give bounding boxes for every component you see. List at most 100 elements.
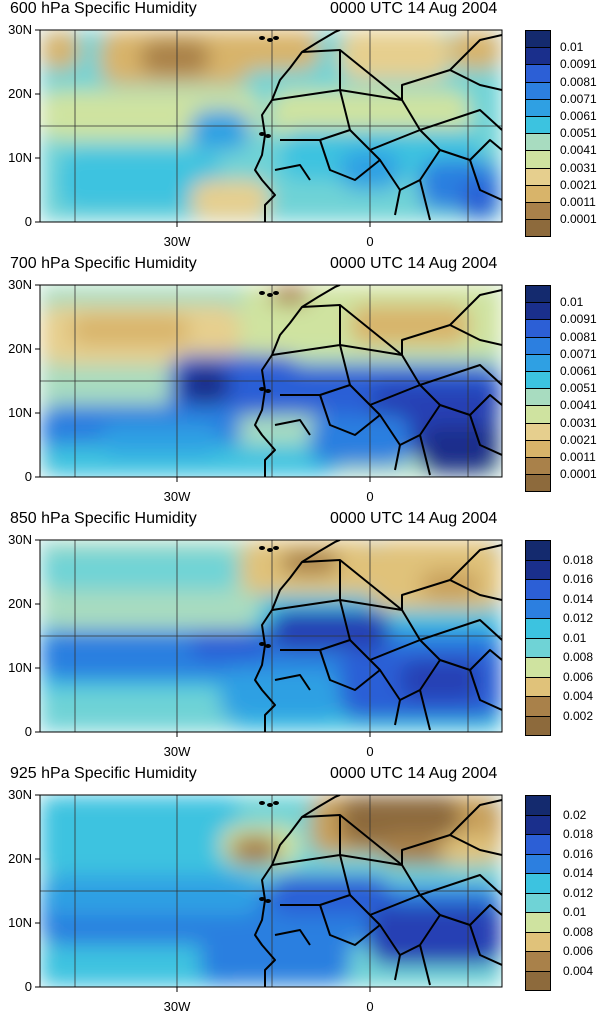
border-line xyxy=(419,874,502,896)
colorbar-swatch xyxy=(525,353,551,372)
humidity-map xyxy=(35,539,503,737)
humidity-field xyxy=(40,285,502,477)
colorbar-swatch xyxy=(525,371,551,390)
colorbar-swatch xyxy=(525,474,551,493)
colorbar-label: 0.0011 xyxy=(560,195,596,209)
humidity-region xyxy=(40,690,240,732)
colorbar-label: 0.018 xyxy=(563,827,594,841)
humidity-region xyxy=(70,315,190,345)
x-axis-label: 0 xyxy=(366,489,374,504)
colorbar-label: 0.0071 xyxy=(560,346,597,361)
x-axis-label: 30W xyxy=(163,489,191,504)
border-line xyxy=(254,795,341,987)
border-line xyxy=(274,164,311,181)
colorbar-label: 0.0041 xyxy=(560,143,597,158)
y-axis-label: 10N xyxy=(8,915,32,930)
colorbar-label: 0.006 xyxy=(563,669,594,684)
border-line xyxy=(394,944,431,986)
humidity-region xyxy=(40,945,240,987)
humidity-region xyxy=(440,835,502,865)
map-frame xyxy=(39,539,503,733)
humidity-region xyxy=(180,365,230,405)
colorbar-swatch xyxy=(525,98,551,117)
y-axis-label: 30N xyxy=(8,22,32,37)
border-line xyxy=(254,540,341,732)
colorbar-swatch xyxy=(525,81,551,100)
colorbar-swatch xyxy=(525,912,551,933)
colorbar-swatch xyxy=(525,439,551,458)
humidity-region xyxy=(190,110,250,150)
humidity-field xyxy=(40,795,502,987)
colorbar-label: 0.02 xyxy=(563,807,587,822)
island-mark xyxy=(267,548,273,552)
y-axis-label: 10N xyxy=(8,405,32,420)
border-line xyxy=(449,34,502,71)
humidity-region xyxy=(190,180,270,220)
border-line xyxy=(439,649,502,671)
colorbar-label: 0.01 xyxy=(560,40,584,55)
panel-time: 0000 UTC 14 Aug 2004 xyxy=(330,510,498,527)
island-mark xyxy=(265,644,271,648)
x-axis-label: 30W xyxy=(163,744,191,759)
colorbar-swatch xyxy=(525,676,551,697)
border-line xyxy=(449,289,502,326)
border-line xyxy=(439,139,502,161)
humidity-region xyxy=(310,415,410,465)
y-axis-label: 10N xyxy=(8,150,32,165)
humidity-region xyxy=(230,835,280,865)
panel-850hpa: 850 hPa Specific Humidity 0000 UTC 14 Au… xyxy=(0,510,600,765)
border-line xyxy=(319,649,381,691)
border-line xyxy=(254,30,341,222)
border-line xyxy=(419,364,502,386)
y-axis-label: 20N xyxy=(8,851,32,866)
y-axis-label: 0 xyxy=(24,214,32,229)
colorbar-swatch xyxy=(525,579,551,600)
colorbar-swatch xyxy=(525,873,551,894)
colorbar-swatch xyxy=(525,202,551,221)
island-mark xyxy=(259,36,265,40)
x-axis-label: 0 xyxy=(366,999,374,1014)
island-mark xyxy=(267,803,273,807)
colorbar-swatch xyxy=(525,336,551,355)
colorbar-swatch xyxy=(525,618,551,639)
border-line xyxy=(449,544,502,581)
humidity-field xyxy=(40,540,502,732)
island-mark xyxy=(267,38,273,42)
humidity-region xyxy=(270,875,390,915)
border-line xyxy=(319,394,381,436)
colorbar-swatch xyxy=(525,150,551,169)
colorbar-label: 0.0051 xyxy=(560,126,597,141)
colorbar-swatch xyxy=(525,116,551,135)
colorbar-swatch xyxy=(525,319,551,338)
border-line xyxy=(280,599,351,651)
country-borders xyxy=(254,795,502,987)
y-axis-label: 20N xyxy=(8,86,32,101)
colorbar-label: 0.0021 xyxy=(560,177,597,192)
humidity-region xyxy=(40,795,240,875)
colorbar-swatch xyxy=(525,637,551,658)
island-mark xyxy=(265,134,271,138)
humidity-region xyxy=(100,425,220,455)
colorbar-label: 0.0051 xyxy=(560,381,597,396)
colorbar-label: 0.014 xyxy=(563,866,594,880)
island-mark xyxy=(259,132,265,136)
map-frame xyxy=(39,29,503,223)
border-line xyxy=(419,109,502,131)
border-line xyxy=(439,904,502,926)
colorbar-label: 0.002 xyxy=(563,708,594,723)
x-axis-label: 0 xyxy=(366,234,374,249)
border-line xyxy=(280,344,351,396)
humidity-region xyxy=(450,30,502,70)
colorbar-swatch xyxy=(525,715,551,736)
colorbar-swatch xyxy=(525,302,551,321)
island-mark xyxy=(265,899,271,903)
panel-title: 700 hPa Specific Humidity xyxy=(10,255,197,272)
island-mark xyxy=(259,546,265,550)
colorbar-swatch xyxy=(525,540,551,561)
panel-time: 0000 UTC 14 Aug 2004 xyxy=(330,765,498,782)
humidity-region xyxy=(370,905,502,965)
humidity-region xyxy=(40,550,240,590)
colorbar-label: 0.006 xyxy=(563,944,594,958)
panel-600hpa: 600 hPa Specific Humidity 0000 UTC 14 Au… xyxy=(0,0,600,255)
colorbar-swatch xyxy=(525,133,551,152)
